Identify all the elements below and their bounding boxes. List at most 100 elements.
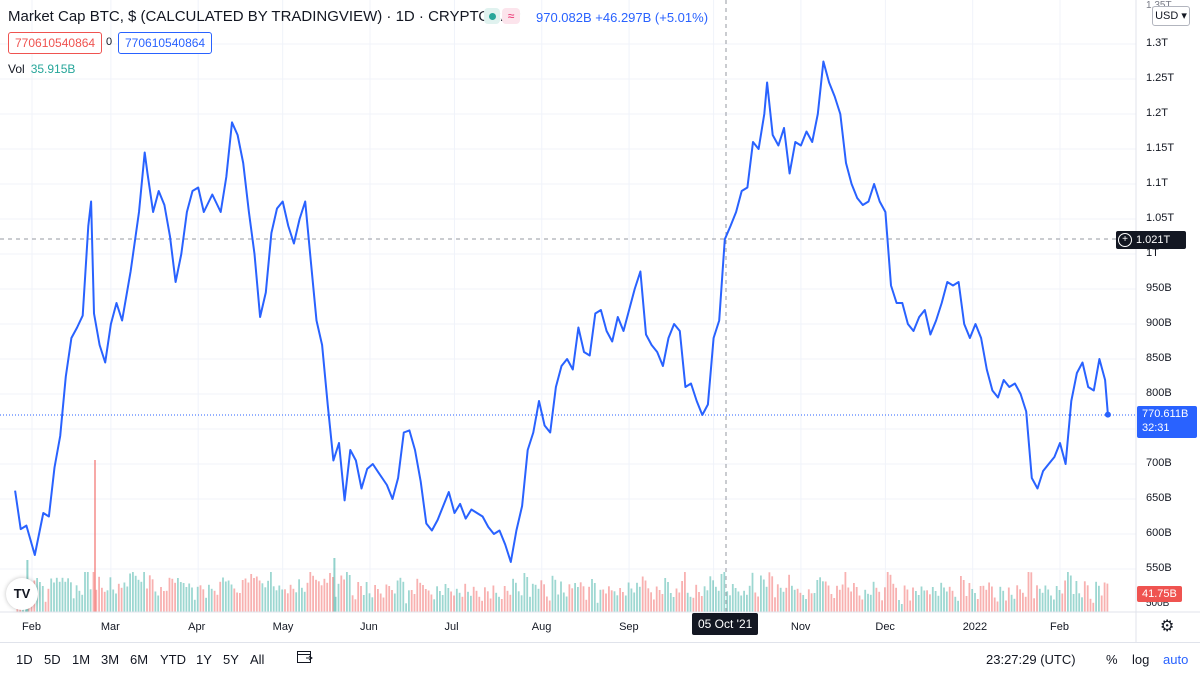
- auto-toggle[interactable]: auto: [1163, 652, 1189, 667]
- x-tick-label: Jul: [444, 621, 459, 633]
- volume-bar: [869, 594, 872, 613]
- volume-bar: [729, 595, 731, 613]
- volume-bar: [1078, 593, 1081, 613]
- percent-toggle[interactable]: %: [1106, 652, 1118, 667]
- volume-bar: [382, 597, 385, 612]
- volume-bar: [867, 593, 869, 613]
- volume-bar: [323, 578, 326, 613]
- crosshair-price-tag: +1.021T: [1116, 231, 1186, 249]
- volume-bar: [509, 594, 512, 613]
- bar-countdown: 32:31: [1142, 422, 1170, 434]
- volume-bar: [278, 585, 281, 612]
- volume-bar: [275, 590, 278, 613]
- volume-bar: [540, 580, 543, 613]
- volume-bar: [813, 593, 816, 612]
- volume-bar: [616, 595, 619, 613]
- volume-bar: [948, 586, 951, 613]
- last-price-tag: 770.611B 32:31: [1137, 406, 1197, 438]
- volume-bar: [624, 595, 627, 612]
- volume-bar: [529, 596, 531, 613]
- volume-bar: [731, 584, 734, 612]
- volume-bar: [267, 580, 269, 613]
- volume-bar: [289, 584, 292, 613]
- range-button-3m[interactable]: 3M: [101, 652, 120, 667]
- volume-bar: [945, 591, 948, 612]
- y-tick-label: 1.1T: [1146, 177, 1169, 189]
- calendar-goto-icon[interactable]: [296, 649, 314, 665]
- range-button-all[interactable]: All: [250, 652, 265, 667]
- volume-bar: [484, 587, 486, 613]
- volume-legend[interactable]: Vol 35.915B: [8, 62, 75, 76]
- volume-bar: [819, 577, 821, 613]
- volume-bar: [864, 589, 867, 613]
- volume-bar: [551, 575, 554, 613]
- volume-bar: [379, 593, 382, 612]
- tradingview-logo-icon[interactable]: TV: [6, 578, 38, 610]
- range-button-6m[interactable]: 6M: [130, 652, 149, 667]
- data-mode-icon[interactable]: ≈: [502, 8, 520, 24]
- volume-bar: [115, 593, 117, 612]
- volume-bar: [219, 581, 222, 613]
- x-tick-label: Apr: [188, 621, 206, 633]
- y-tick-label: 1.3T: [1146, 37, 1169, 49]
- volume-bar: [847, 587, 850, 612]
- volume-bar: [785, 587, 788, 613]
- gear-icon[interactable]: ⚙: [1160, 618, 1175, 635]
- market-status-icon[interactable]: [484, 8, 500, 24]
- volume-bar: [137, 579, 140, 613]
- volume-bar: [436, 586, 438, 613]
- currency-select[interactable]: USD ▾: [1152, 6, 1190, 26]
- volume-bar: [698, 592, 700, 612]
- volume-bar: [196, 586, 199, 613]
- range-button-1y[interactable]: 1Y: [196, 652, 212, 667]
- volume-bar: [613, 591, 616, 613]
- volume-bar: [351, 595, 354, 613]
- clock[interactable]: 23:27:29 (UTC): [986, 652, 1076, 667]
- spread-value: 0: [106, 36, 113, 48]
- volume-label: Vol: [8, 62, 25, 76]
- volume-bar: [1086, 585, 1089, 613]
- range-button-5d[interactable]: 5D: [44, 652, 61, 667]
- volume-bar: [58, 581, 61, 613]
- plus-circle-icon[interactable]: +: [1118, 233, 1132, 248]
- volume-bar: [478, 596, 481, 613]
- volume-bar: [830, 594, 833, 612]
- range-button-ytd[interactable]: YTD: [160, 652, 186, 667]
- range-button-1d[interactable]: 1D: [16, 652, 33, 667]
- volume-bar: [881, 600, 883, 613]
- price-line-series: [14, 60, 1109, 563]
- volume-bar: [982, 585, 985, 613]
- volume-bar: [653, 599, 655, 612]
- volume-bar: [754, 592, 757, 612]
- volume-bar: [154, 591, 157, 612]
- volume-bar: [802, 595, 805, 612]
- range-button-5y[interactable]: 5Y: [223, 652, 239, 667]
- volume-bar: [441, 595, 444, 612]
- volume-bar: [486, 591, 489, 613]
- volume-bar: [692, 597, 695, 613]
- volume-bar: [1007, 587, 1010, 612]
- volume-bar: [791, 585, 793, 613]
- volume-bar: [348, 575, 351, 612]
- chart-title[interactable]: Market Cap BTC, $ (CALCULATED BY TRADING…: [8, 8, 521, 25]
- volume-bar: [337, 583, 340, 613]
- volume-bar: [199, 585, 202, 613]
- volume-bar: [602, 589, 605, 612]
- volume-bar: [191, 587, 193, 612]
- volume-bar: [227, 580, 230, 612]
- volume-bar: [672, 597, 675, 612]
- volume-bar: [503, 586, 506, 612]
- range-button-1m[interactable]: 1M: [72, 652, 91, 667]
- x-tick-label: Aug: [531, 621, 552, 633]
- volume-bar: [413, 594, 416, 612]
- volume-bar: [667, 582, 669, 612]
- volume-bar: [658, 590, 661, 612]
- volume-bar: [923, 590, 926, 612]
- volume-value: 35.915B: [30, 62, 76, 76]
- volume-bar: [895, 587, 897, 613]
- volume-bar: [720, 574, 723, 612]
- buy-price-box[interactable]: 770610540864: [118, 32, 213, 54]
- sell-price-box[interactable]: 770610540864: [8, 32, 103, 54]
- log-toggle[interactable]: log: [1132, 652, 1150, 667]
